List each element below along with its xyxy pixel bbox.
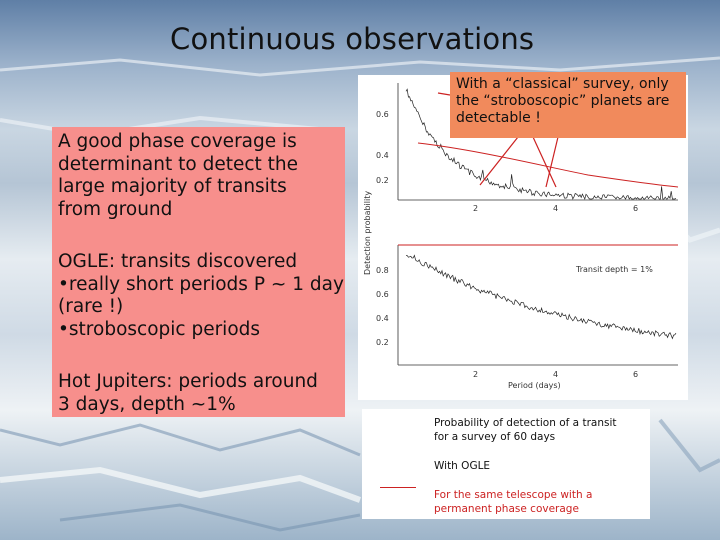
x-tick-label: 4 xyxy=(553,204,558,213)
x-tick-label: 2 xyxy=(473,370,478,379)
top-panel: 0.6 0.4 0.2 2 4 6 xyxy=(376,83,679,213)
legend-line: For the same telescope with a xyxy=(434,489,593,501)
x-tick-label: 6 xyxy=(633,370,638,379)
text-line: (rare !) xyxy=(58,296,124,317)
caption-line: for a survey of 60 days xyxy=(434,430,556,443)
caption-line: Probability of detection of a transit xyxy=(434,417,617,429)
permanent-coverage-curve-top xyxy=(417,142,679,188)
x-tick-label: 2 xyxy=(473,204,478,213)
ogle-legend-label: With OGLE xyxy=(434,460,491,472)
text-line: large majority of transits xyxy=(58,176,287,197)
callout-line: the “stroboscopic” planets are xyxy=(456,93,670,109)
stroboscopic-callout: With a “classical” survey, only the “str… xyxy=(450,72,686,138)
y-axis-label: Detection probability xyxy=(363,191,372,275)
permanent-legend-swatch xyxy=(380,487,416,488)
ogle-probability-curve-bottom xyxy=(405,254,677,340)
ogle-probability-curve-top xyxy=(405,88,677,201)
callout-arrows xyxy=(437,92,559,188)
x-tick-label: 6 xyxy=(633,204,638,213)
y-tick-label: 0.4 xyxy=(376,151,389,160)
text-line: OGLE: transits discovered xyxy=(58,251,298,272)
text-line: •stroboscopic periods xyxy=(58,318,261,340)
explanation-box: A good phase coverage is determinant to … xyxy=(52,127,345,417)
x-axis-label: Period (days) xyxy=(508,381,561,390)
phase-coverage-paragraph: A good phase coverage is determinant to … xyxy=(58,131,298,221)
legend-caption: Probability of detection of a transit fo… xyxy=(434,417,616,444)
slide-title: Continuous observations xyxy=(170,22,535,56)
permanent-legend-label: For the same telescope with a permanent … xyxy=(434,489,592,516)
text-line: determinant to detect the xyxy=(58,153,299,175)
y-tick-label: 0.8 xyxy=(376,266,389,275)
text-line: 3 days, depth ~1% xyxy=(58,393,236,415)
legend-box: Probability of detection of a transit fo… xyxy=(362,409,650,519)
bottom-panel: 0.8 0.6 0.4 0.2 Transit depth = 1% 2 4 6… xyxy=(376,244,678,390)
text-line: from ground xyxy=(58,198,173,220)
ogle-paragraph: OGLE: transits discovered •really short … xyxy=(58,251,344,341)
text-line: Hot Jupiters: periods around xyxy=(58,371,318,392)
y-tick-label: 0.6 xyxy=(376,290,389,299)
text-line: A good phase coverage is xyxy=(58,131,297,152)
hot-jupiters-paragraph: Hot Jupiters: periods around 3 days, dep… xyxy=(58,371,318,416)
legend-line: permanent phase coverage xyxy=(434,502,579,515)
y-tick-label: 0.2 xyxy=(376,338,389,347)
y-tick-label: 0.2 xyxy=(376,176,389,185)
x-tick-label: 4 xyxy=(553,370,558,379)
transit-depth-label: Transit depth = 1% xyxy=(575,265,653,274)
y-tick-label: 0.4 xyxy=(376,314,389,323)
y-tick-label: 0.6 xyxy=(376,110,389,119)
callout-line: detectable ! xyxy=(456,110,541,126)
callout-line: With a “classical” survey, only xyxy=(456,76,669,92)
text-line: •really short periods P ~ 1 day xyxy=(58,273,344,295)
